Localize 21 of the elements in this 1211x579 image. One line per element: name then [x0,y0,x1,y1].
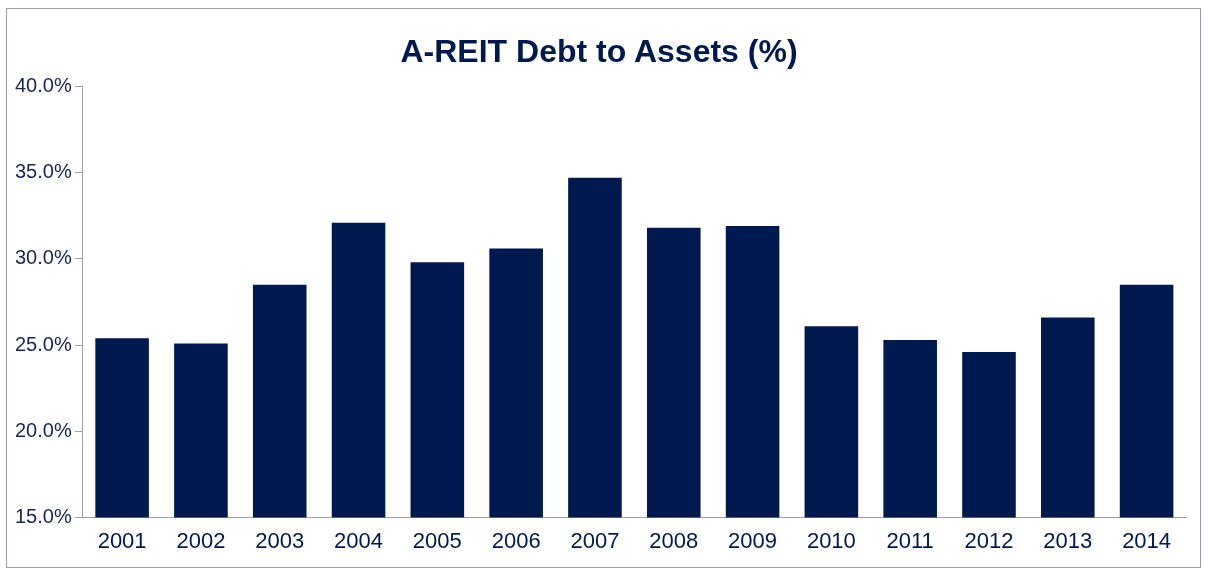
x-tick-label: 2001 [97,527,147,553]
x-tick-label: 2008 [649,527,699,553]
x-tick-label: 2002 [176,527,226,553]
y-tick-label: 15.0% [14,505,72,528]
x-tick-label: 2012 [964,527,1014,553]
y-tick-label: 25.0% [14,332,72,355]
x-tick-label: 2010 [806,527,856,553]
x-tick-label: 2013 [1043,527,1093,553]
x-tick-label: 2004 [334,527,384,553]
x-tick-label: 2009 [728,527,778,553]
chart-title: A-REIT Debt to Assets (%) [400,33,798,70]
y-tick-label: 20.0% [14,418,72,441]
x-tick-label: 2007 [570,527,620,553]
x-tick-label: 2011 [886,527,934,553]
y-tick-label: 35.0% [14,160,72,183]
x-tick-label: 2005 [412,527,462,553]
x-tick-label: 2014 [1122,527,1172,553]
y-tick-label: 40.0% [14,73,72,96]
x-tick-label: 2003 [255,527,305,553]
x-tick-label: 2006 [491,527,541,553]
y-tick-label: 30.0% [14,246,72,269]
